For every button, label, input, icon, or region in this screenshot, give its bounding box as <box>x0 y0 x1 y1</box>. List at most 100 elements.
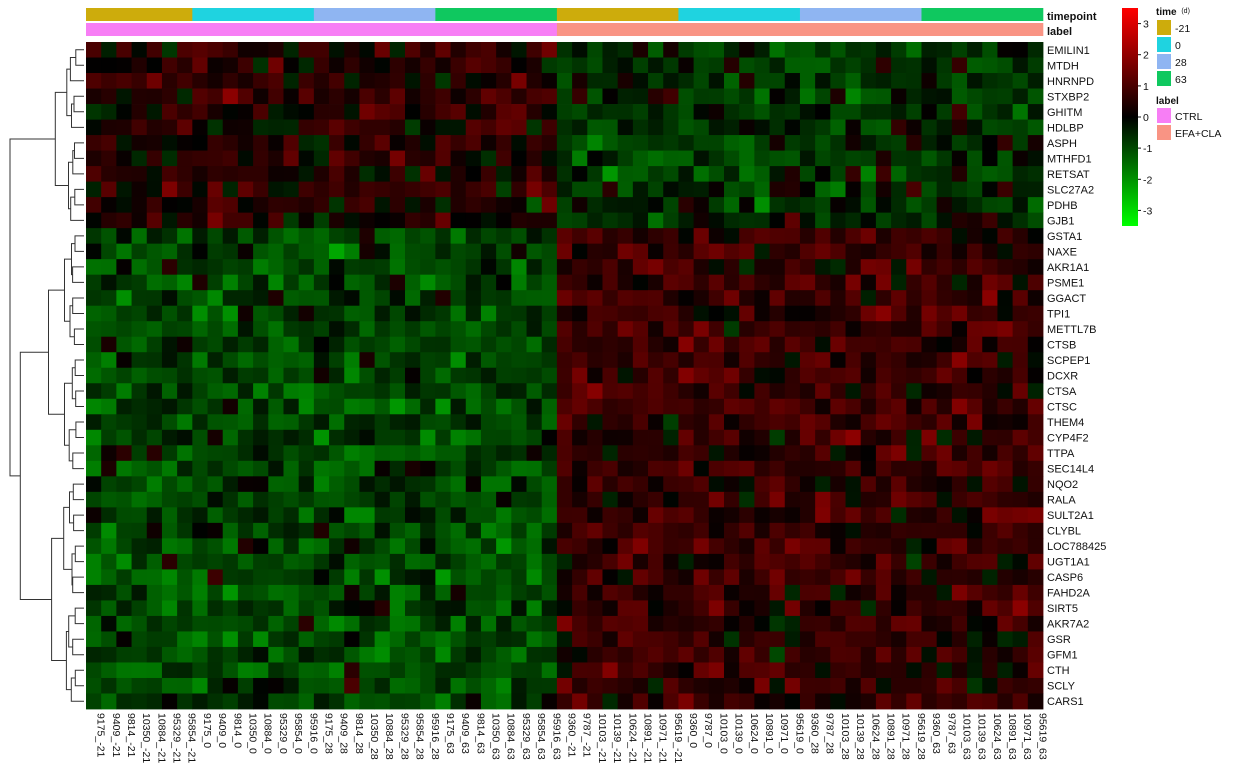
heatmap-cell <box>784 367 801 384</box>
heatmap-cell <box>359 88 376 105</box>
heatmap-cell <box>845 538 862 555</box>
heatmap-cell <box>784 104 801 120</box>
heatmap-cell <box>86 445 102 462</box>
heatmap-cell <box>526 383 543 400</box>
heatmap-cell <box>192 336 208 353</box>
heatmap-cell <box>921 181 938 198</box>
heatmap-cell <box>663 522 679 539</box>
heatmap-cell <box>222 460 239 477</box>
heatmap-cell <box>754 42 770 58</box>
heatmap-cell <box>693 228 710 245</box>
heatmap-cell <box>253 104 269 120</box>
heatmap-cell <box>815 646 831 663</box>
heatmap-cell <box>253 398 269 415</box>
heatmap-cell <box>344 197 360 214</box>
heatmap-cell <box>480 507 497 524</box>
heatmap-cell <box>146 243 163 260</box>
heatmap-cell <box>739 677 755 694</box>
gene-label: SULT2A1 <box>1047 510 1094 522</box>
heatmap-cell <box>572 166 588 182</box>
heatmap-cell <box>556 42 573 58</box>
heatmap-cell <box>799 693 816 710</box>
heatmap-cell <box>632 212 649 229</box>
heatmap-cell <box>222 538 239 555</box>
heatmap-cell <box>526 522 543 539</box>
heatmap-cell <box>329 677 345 694</box>
heatmap-cell <box>617 119 634 136</box>
sample-label: 95329_28 <box>398 713 410 760</box>
heatmap-cell <box>374 646 391 663</box>
heatmap-cell <box>237 181 254 198</box>
heatmap-cell <box>511 631 527 648</box>
heatmap-cell <box>329 646 345 663</box>
heatmap-cell <box>830 383 846 400</box>
heatmap-cell <box>298 569 315 586</box>
heatmap-cell <box>769 507 786 524</box>
heatmap-cell <box>967 569 983 586</box>
heatmap-cell <box>101 104 117 120</box>
heatmap-cell <box>815 398 831 415</box>
label-bar-segment <box>86 23 558 36</box>
heatmap-cell <box>906 88 922 105</box>
heatmap-cell <box>936 274 953 291</box>
heatmap-cell <box>435 538 451 555</box>
heatmap-cell <box>131 166 148 182</box>
heatmap-cell <box>435 197 451 214</box>
heatmap-cell <box>921 135 938 151</box>
heatmap-cell <box>602 646 619 663</box>
heatmap-cell <box>329 181 345 198</box>
heatmap-cell <box>511 507 527 524</box>
heatmap-cell <box>891 73 907 89</box>
heatmap-cell <box>405 73 421 89</box>
heatmap-cell <box>724 522 740 539</box>
heatmap-cell <box>693 553 710 570</box>
heatmap-cell <box>860 522 877 539</box>
heatmap-cell <box>435 476 451 493</box>
heatmap-cell <box>769 290 786 307</box>
heatmap-cell <box>860 305 877 322</box>
heatmap-cell <box>329 538 345 555</box>
heatmap-cell <box>860 274 877 291</box>
heatmap-cell <box>678 662 695 679</box>
heatmap-cell <box>754 507 770 524</box>
heatmap-cell <box>617 429 634 446</box>
heatmap-cell <box>222 259 239 276</box>
heatmap-cell <box>1012 228 1029 245</box>
heatmap-cell <box>420 88 436 105</box>
gene-label: SEC14L4 <box>1047 464 1094 476</box>
dendrogram-branch <box>73 328 84 345</box>
heatmap-cell <box>951 367 968 384</box>
heatmap-cell <box>951 274 968 291</box>
heatmap-cell <box>967 290 983 307</box>
heatmap-cell <box>344 150 360 167</box>
heatmap-cell <box>556 693 573 710</box>
heatmap-cell <box>313 57 330 74</box>
heatmap-cell <box>815 522 831 539</box>
heatmap-cell <box>860 445 877 462</box>
heatmap-cell <box>526 212 543 229</box>
heatmap-cell <box>526 321 543 338</box>
heatmap-cell <box>678 88 695 105</box>
heatmap-cell <box>450 57 467 74</box>
heatmap-cell <box>405 553 421 570</box>
heatmap-cell <box>222 197 239 214</box>
heatmap-cell <box>556 150 573 167</box>
heatmap-cell <box>678 135 695 151</box>
heatmap-cell <box>663 166 679 182</box>
heatmap-cell <box>268 677 284 694</box>
heatmap-cell <box>921 662 938 679</box>
heatmap-cell <box>784 243 801 260</box>
heatmap-cell <box>724 662 740 679</box>
heatmap-cell <box>815 104 831 120</box>
heatmap-cell <box>602 88 619 105</box>
heatmap-cell <box>374 150 391 167</box>
sample-label: 10624_28 <box>869 713 881 760</box>
heatmap-cell <box>496 615 512 632</box>
heatmap-cell <box>1027 662 1044 679</box>
heatmap-cell <box>997 274 1014 291</box>
heatmap-cell <box>891 305 907 322</box>
heatmap-cell <box>192 181 208 198</box>
heatmap-cell <box>830 507 846 524</box>
heatmap-cell <box>405 507 421 524</box>
heatmap-cell <box>997 553 1014 570</box>
